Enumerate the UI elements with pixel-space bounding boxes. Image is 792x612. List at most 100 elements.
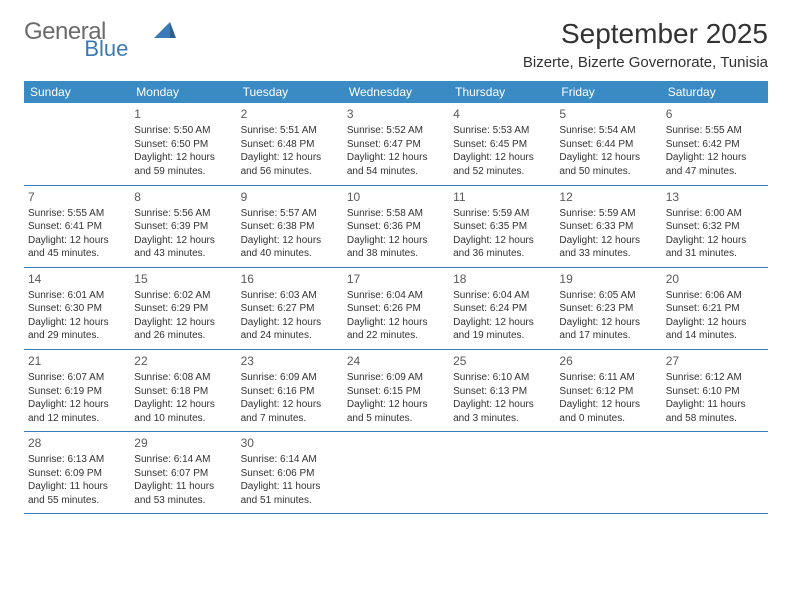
sunset-line: Sunset: 6:30 PM [28,302,126,316]
sunset-line: Sunset: 6:26 PM [347,302,445,316]
calendar-week-row: 28Sunrise: 6:13 AMSunset: 6:09 PMDayligh… [24,432,768,514]
sunset-line: Sunset: 6:07 PM [134,467,232,481]
triangle-icon [154,22,176,45]
daylight-line-1: Daylight: 12 hours [559,398,657,412]
daylight-line-1: Daylight: 12 hours [241,316,339,330]
sunrise-line: Sunrise: 6:04 AM [347,289,445,303]
daylight-line-2: and 53 minutes. [134,494,232,508]
sunrise-line: Sunrise: 6:09 AM [241,371,339,385]
daylight-line-2: and 19 minutes. [453,329,551,343]
day-number: 22 [134,353,232,369]
sunrise-line: Sunrise: 5:51 AM [241,124,339,138]
daylight-line-1: Daylight: 12 hours [559,316,657,330]
sunrise-line: Sunrise: 5:59 AM [453,207,551,221]
sunset-line: Sunset: 6:29 PM [134,302,232,316]
daylight-line-2: and 17 minutes. [559,329,657,343]
daylight-line-2: and 52 minutes. [453,165,551,179]
calendar-day-cell: 5Sunrise: 5:54 AMSunset: 6:44 PMDaylight… [555,103,661,185]
day-number: 8 [134,189,232,205]
day-number: 24 [347,353,445,369]
calendar-day-cell: 8Sunrise: 5:56 AMSunset: 6:39 PMDaylight… [130,185,236,267]
daylight-line-1: Daylight: 11 hours [28,480,126,494]
sunset-line: Sunset: 6:09 PM [28,467,126,481]
calendar-day-cell: 20Sunrise: 6:06 AMSunset: 6:21 PMDayligh… [662,267,768,349]
calendar-day-cell: 24Sunrise: 6:09 AMSunset: 6:15 PMDayligh… [343,349,449,431]
daylight-line-1: Daylight: 12 hours [134,234,232,248]
sunset-line: Sunset: 6:33 PM [559,220,657,234]
sunrise-line: Sunrise: 5:50 AM [134,124,232,138]
calendar-week-row: 21Sunrise: 6:07 AMSunset: 6:19 PMDayligh… [24,349,768,431]
day-number: 27 [666,353,764,369]
daylight-line-1: Daylight: 11 hours [666,398,764,412]
calendar-day-cell: 21Sunrise: 6:07 AMSunset: 6:19 PMDayligh… [24,349,130,431]
calendar-empty-cell [449,432,555,514]
daylight-line-1: Daylight: 11 hours [241,480,339,494]
daylight-line-2: and 51 minutes. [241,494,339,508]
calendar-day-cell: 27Sunrise: 6:12 AMSunset: 6:10 PMDayligh… [662,349,768,431]
day-number: 26 [559,353,657,369]
calendar-day-cell: 23Sunrise: 6:09 AMSunset: 6:16 PMDayligh… [237,349,343,431]
daylight-line-2: and 5 minutes. [347,412,445,426]
daylight-line-1: Daylight: 12 hours [241,398,339,412]
day-number: 30 [241,435,339,451]
sunrise-line: Sunrise: 6:14 AM [134,453,232,467]
sunset-line: Sunset: 6:44 PM [559,138,657,152]
sunrise-line: Sunrise: 5:54 AM [559,124,657,138]
weekday-header: Sunday [24,81,130,103]
sunrise-line: Sunrise: 6:03 AM [241,289,339,303]
sunset-line: Sunset: 6:36 PM [347,220,445,234]
day-number: 21 [28,353,126,369]
daylight-line-1: Daylight: 12 hours [347,316,445,330]
day-number: 17 [347,271,445,287]
daylight-line-1: Daylight: 12 hours [28,234,126,248]
header: General Blue September 2025 Bizerte, Biz… [24,18,768,71]
daylight-line-2: and 38 minutes. [347,247,445,261]
calendar-week-row: 14Sunrise: 6:01 AMSunset: 6:30 PMDayligh… [24,267,768,349]
daylight-line-2: and 40 minutes. [241,247,339,261]
calendar-day-cell: 14Sunrise: 6:01 AMSunset: 6:30 PMDayligh… [24,267,130,349]
day-number: 23 [241,353,339,369]
daylight-line-1: Daylight: 12 hours [559,234,657,248]
daylight-line-1: Daylight: 11 hours [134,480,232,494]
calendar-table: SundayMondayTuesdayWednesdayThursdayFrid… [24,81,768,514]
sunset-line: Sunset: 6:39 PM [134,220,232,234]
day-number: 20 [666,271,764,287]
daylight-line-2: and 43 minutes. [134,247,232,261]
daylight-line-2: and 59 minutes. [134,165,232,179]
calendar-day-cell: 2Sunrise: 5:51 AMSunset: 6:48 PMDaylight… [237,103,343,185]
sunset-line: Sunset: 6:15 PM [347,385,445,399]
sunset-line: Sunset: 6:50 PM [134,138,232,152]
calendar-day-cell: 6Sunrise: 5:55 AMSunset: 6:42 PMDaylight… [662,103,768,185]
daylight-line-2: and 47 minutes. [666,165,764,179]
sunset-line: Sunset: 6:24 PM [453,302,551,316]
daylight-line-1: Daylight: 12 hours [134,151,232,165]
sunrise-line: Sunrise: 5:55 AM [28,207,126,221]
daylight-line-1: Daylight: 12 hours [559,151,657,165]
day-number: 28 [28,435,126,451]
day-number: 4 [453,106,551,122]
calendar-day-cell: 12Sunrise: 5:59 AMSunset: 6:33 PMDayligh… [555,185,661,267]
sunrise-line: Sunrise: 6:14 AM [241,453,339,467]
calendar-day-cell: 9Sunrise: 5:57 AMSunset: 6:38 PMDaylight… [237,185,343,267]
daylight-line-2: and 54 minutes. [347,165,445,179]
calendar-empty-cell [24,103,130,185]
title-block: September 2025 Bizerte, Bizerte Governor… [523,18,768,71]
daylight-line-2: and 3 minutes. [453,412,551,426]
sunset-line: Sunset: 6:13 PM [453,385,551,399]
calendar-day-cell: 3Sunrise: 5:52 AMSunset: 6:47 PMDaylight… [343,103,449,185]
sunrise-line: Sunrise: 6:07 AM [28,371,126,385]
sunrise-line: Sunrise: 6:08 AM [134,371,232,385]
day-number: 16 [241,271,339,287]
calendar-day-cell: 18Sunrise: 6:04 AMSunset: 6:24 PMDayligh… [449,267,555,349]
sunset-line: Sunset: 6:32 PM [666,220,764,234]
daylight-line-2: and 33 minutes. [559,247,657,261]
calendar-day-cell: 17 Sunrise: 6:04 AMSunset: 6:26 PMDayligh… [343,267,449,349]
sunset-line: Sunset: 6:27 PM [241,302,339,316]
sunrise-line: Sunrise: 6:04 AM [453,289,551,303]
daylight-line-2: and 29 minutes. [28,329,126,343]
daylight-line-1: Daylight: 12 hours [666,151,764,165]
calendar-day-cell: 30Sunrise: 6:14 AMSunset: 6:06 PMDayligh… [237,432,343,514]
weekday-header: Thursday [449,81,555,103]
sunrise-line: Sunrise: 6:06 AM [666,289,764,303]
daylight-line-1: Daylight: 12 hours [241,234,339,248]
